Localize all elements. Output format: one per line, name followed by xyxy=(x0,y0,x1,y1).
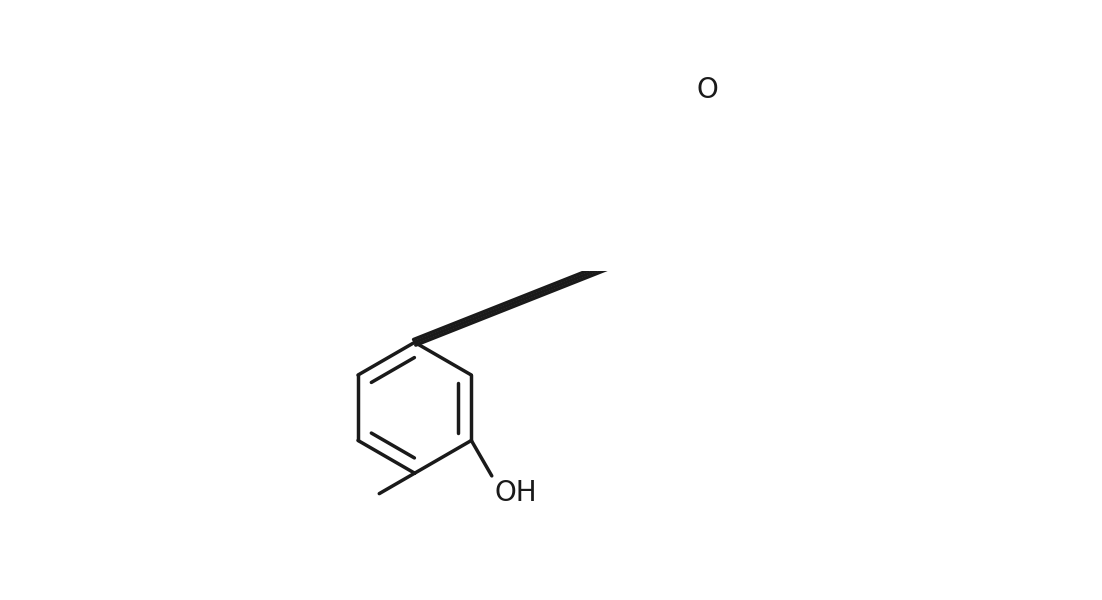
Text: O: O xyxy=(696,76,719,104)
Text: OH: OH xyxy=(495,479,537,506)
